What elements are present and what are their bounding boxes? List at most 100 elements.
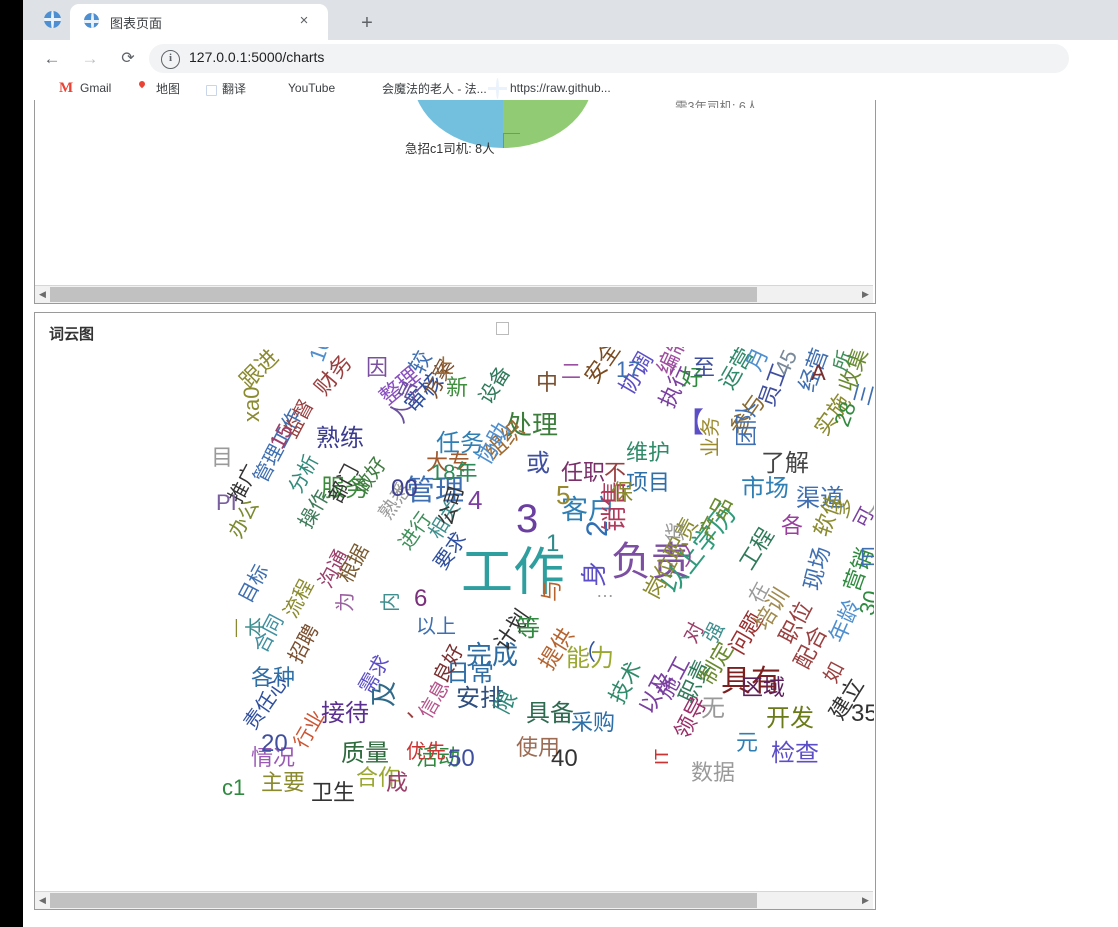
- wordcloud-word[interactable]: 人: [866, 497, 874, 517]
- wordcloud-word[interactable]: IT: [652, 749, 672, 765]
- wordcloud-word[interactable]: 目标: [235, 561, 274, 607]
- wordcloud-word[interactable]: 各种: [251, 665, 296, 690]
- wordcloud-word[interactable]: 40: [551, 745, 578, 772]
- wordcloud-word[interactable]: 服务: [321, 475, 369, 502]
- bookmark-youtube[interactable]: YouTube: [267, 78, 335, 98]
- site-info-icon[interactable]: i: [161, 50, 180, 69]
- wordcloud-word[interactable]: 团队: [734, 402, 759, 447]
- wordcloud-word[interactable]: 检查: [771, 740, 819, 767]
- wordcloud-word[interactable]: 20: [261, 730, 288, 757]
- wordcloud-word[interactable]: 中: [536, 370, 559, 395]
- wordcloud-word[interactable]: 熟练: [316, 425, 364, 452]
- wordcloud-word[interactable]: 区域: [741, 675, 786, 700]
- wordcloud-word[interactable]: 二: [561, 361, 581, 383]
- wordcloud-word[interactable]: 具有: [721, 665, 781, 698]
- wordcloud-word[interactable]: 主要: [261, 770, 306, 795]
- address-bar[interactable]: i 127.0.0.1:5000/charts: [149, 44, 1069, 73]
- wordcloud-word[interactable]: 元: [736, 730, 759, 755]
- wordcloud-hscrollbar[interactable]: ◀ ▶: [35, 891, 873, 909]
- bookmark-maps[interactable]: 地图: [135, 78, 180, 98]
- wordcloud-word[interactable]: 完成: [466, 640, 519, 670]
- wordcloud-canvas[interactable]: 工作 负责 3 具有 管理 客户 以上学历 销售 完成 处理 任务 服务 熟练 市场 了解 能力 具备 渠道 质量检…: [36, 347, 874, 904]
- scroll-left-arrow-icon[interactable]: ◀: [39, 289, 46, 299]
- reload-button[interactable]: ⟳: [121, 50, 135, 67]
- wordcloud-word[interactable]: 具备: [526, 700, 574, 727]
- wordcloud-word[interactable]: 35: [851, 700, 874, 727]
- wordcloud-word[interactable]: 本: [245, 617, 267, 637]
- wordcloud-word[interactable]: 日: [858, 545, 874, 570]
- wordcloud-word[interactable]: 数据: [691, 760, 736, 785]
- wordcloud-word[interactable]: 6: [414, 585, 428, 612]
- wordcloud-word[interactable]: 负责: [611, 540, 691, 584]
- wordcloud-word[interactable]: 18年: [431, 460, 478, 485]
- wordcloud-word[interactable]: 责任心: [240, 672, 293, 735]
- wordcloud-word[interactable]: 4: [468, 485, 483, 515]
- scroll-left-arrow-icon[interactable]: ◀: [39, 895, 46, 905]
- wordcloud-word[interactable]: 2: [581, 520, 614, 537]
- wordcloud-word[interactable]: xa0: [239, 386, 264, 422]
- wordcloud-word[interactable]: PI: [216, 490, 237, 515]
- wordcloud-word[interactable]: 、: [406, 697, 429, 722]
- wordcloud-word[interactable]: ）: [684, 545, 707, 570]
- forward-button[interactable]: →: [81, 49, 99, 68]
- wordcloud-word[interactable]: c1: [222, 775, 246, 800]
- wordcloud-word[interactable]: 质量: [341, 740, 389, 767]
- wordcloud-word[interactable]: 安排: [456, 685, 504, 712]
- browser-tab[interactable]: 图表页面 ×: [70, 4, 328, 40]
- wordcloud-word[interactable]: 保: [611, 480, 634, 505]
- wordcloud-word[interactable]: 维护: [626, 440, 671, 465]
- wordcloud-word[interactable]: 或: [526, 450, 550, 477]
- wordcloud-word[interactable]: 好: [681, 365, 704, 390]
- wordcloud-word[interactable]: 工作: [461, 544, 566, 602]
- wordcloud-word[interactable]: 日常: [446, 660, 494, 687]
- wordcloud-word[interactable]: 管理: [406, 475, 465, 507]
- wordcloud-word[interactable]: 活动: [416, 745, 461, 770]
- wordcloud-word[interactable]: 合作: [356, 765, 401, 790]
- wordcloud-word[interactable]: 设备: [475, 362, 516, 409]
- wordcloud-word[interactable]: 目: [211, 445, 234, 470]
- wordcloud-word[interactable]: 50: [448, 745, 475, 772]
- wordcloud-word[interactable]: 与: [539, 579, 564, 602]
- wordcloud-word[interactable]: 客户: [561, 495, 615, 525]
- wordcloud-word[interactable]: 无: [701, 695, 725, 722]
- wordcloud-word[interactable]: A: [811, 360, 826, 385]
- wordcloud-word[interactable]: 不: [604, 460, 627, 485]
- wordcloud-word[interactable]: 【: [676, 407, 705, 438]
- wordcloud-word[interactable]: 成: [386, 770, 409, 795]
- new-tab-button[interactable]: +: [361, 12, 373, 34]
- wordcloud-word[interactable]: 5: [556, 480, 571, 510]
- wordcloud-word[interactable]: 任职: [561, 460, 606, 485]
- wordcloud-word[interactable]: 00: [391, 475, 418, 502]
- close-icon[interactable]: ×: [299, 12, 309, 29]
- wordcloud-word[interactable]: 货: [665, 522, 687, 542]
- wordcloud-word[interactable]: 卫生: [311, 780, 356, 805]
- wordcloud-word[interactable]: 因: [366, 355, 389, 380]
- bookmark-gmail[interactable]: M Gmail: [59, 78, 111, 98]
- wordcloud-word[interactable]: 了解: [761, 450, 809, 477]
- scrollbar-thumb[interactable]: [50, 893, 757, 908]
- wordcloud-word[interactable]: 渠道: [796, 485, 844, 512]
- wordcloud-word[interactable]: 上: [434, 356, 454, 378]
- scroll-right-arrow-icon[interactable]: ▶: [862, 289, 869, 299]
- wordcloud-word[interactable]: 等: [516, 615, 540, 642]
- wordcloud-word[interactable]: （: [574, 640, 597, 665]
- bookmark-translate[interactable]: 翻译: [201, 78, 246, 98]
- wordcloud-word[interactable]: 流程: [280, 576, 319, 622]
- wordcloud-word[interactable]: 使用: [516, 735, 561, 760]
- wordcloud-word[interactable]: 采购: [571, 710, 616, 735]
- wordcloud-word[interactable]: 能力: [566, 645, 614, 672]
- bookmark-raw-github[interactable]: https://raw.github...: [489, 78, 611, 98]
- wordcloud-word[interactable]: 根据: [335, 541, 374, 587]
- wordcloud-word[interactable]: 优先: [406, 741, 446, 763]
- wordcloud-word[interactable]: 各: [781, 513, 804, 538]
- wordcloud-word[interactable]: 大专: [426, 450, 471, 475]
- wordcloud-word[interactable]: 3: [516, 497, 539, 541]
- wordcloud-word[interactable]: 招聘: [285, 621, 324, 667]
- wordcloud-word[interactable]: 至: [693, 355, 716, 380]
- wordcloud-word[interactable]: 任务: [436, 430, 484, 457]
- wordcloud-word[interactable]: 业务: [700, 417, 722, 457]
- wordcloud-word[interactable]: 开发: [766, 705, 814, 732]
- wordcloud-word[interactable]: 1: [546, 530, 560, 557]
- wordcloud-word[interactable]: …: [596, 581, 614, 601]
- wordcloud-word[interactable]: 现场: [799, 543, 835, 593]
